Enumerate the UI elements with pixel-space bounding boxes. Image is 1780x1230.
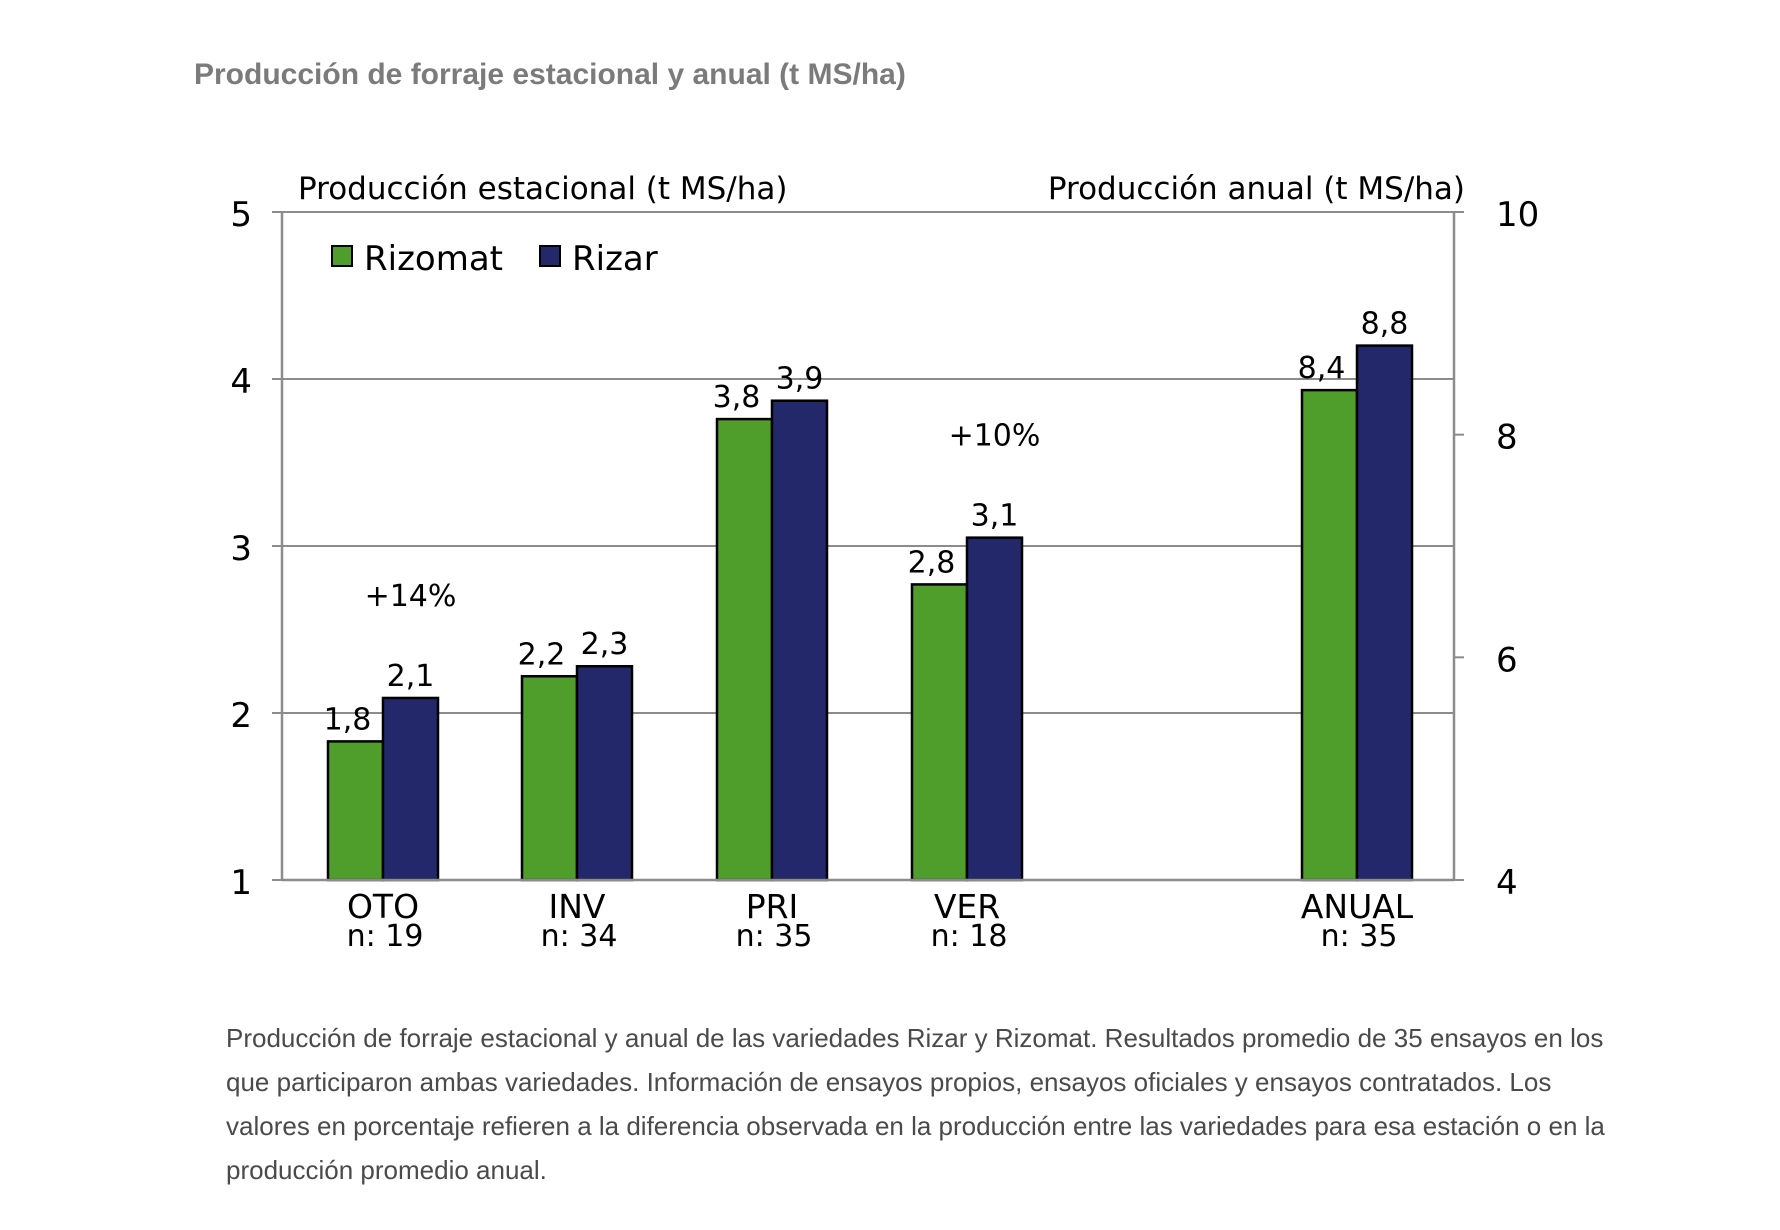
sample-size-oto: n: 19	[347, 919, 424, 954]
legend-label-rizar: Rizar	[572, 239, 658, 279]
legend-swatch-rizar	[539, 245, 561, 267]
bar-rizomat-inv	[520, 675, 579, 882]
bar-rizar-ver	[965, 536, 1024, 882]
legend: Rizomat Rizar	[331, 239, 658, 279]
y2-tick-label-6: 6	[1496, 640, 1518, 680]
y-tick-label-4: 4	[230, 362, 252, 402]
sample-size-anual: n: 35	[1321, 919, 1398, 954]
grid-layer	[282, 211, 1454, 881]
data-label-rizar-inv: 2,3	[581, 627, 629, 662]
y-tick-label-1: 1	[230, 863, 252, 903]
data-label-rizar-oto: 2,1	[387, 659, 435, 694]
sample-size-ver: n: 18	[931, 919, 1008, 954]
bar-rizar-oto	[381, 696, 440, 882]
data-label-rizar-pri: 3,9	[776, 362, 824, 397]
legend-label-rizomat: Rizomat	[364, 239, 503, 279]
y-axis-label: Producción estacional (t MS/ha)	[298, 171, 788, 207]
legend-swatch-rizomat	[331, 245, 353, 267]
y-tick-label-5: 5	[230, 195, 252, 235]
sample-size-pri: n: 35	[736, 919, 813, 954]
annotation-oto: +14%	[365, 579, 457, 614]
x-tick-label-oto: OTO	[347, 887, 419, 926]
sample-size-inv: n: 34	[541, 919, 618, 954]
bar-rizomat-ver	[910, 583, 969, 882]
chart-heading: Producción de forraje estacional y anual…	[194, 58, 906, 91]
bar-rizar-pri	[770, 399, 829, 882]
data-label-rizomat-ver: 2,8	[908, 545, 956, 580]
y2-axis-label: Producción anual (t MS/ha)	[1048, 171, 1465, 207]
x-tick-label-pri: PRI	[746, 887, 799, 926]
data-label-rizar-ver: 3,1	[971, 499, 1019, 534]
label-layer: 1 2 3 4 5 4 6 8 10 1,8 2,2 3,8 2,8 8,4 2,1 2,3 3,9 3,1 8,8…	[230, 195, 1539, 954]
bar-rizomat-oto	[326, 740, 385, 882]
data-label-rizomat-pri: 3,8	[713, 380, 761, 415]
bar-rizomat-anual	[1300, 388, 1359, 882]
bar-chart: 1 2 3 4 5 4 6 8 10 1,8 2,2 3,8 2,8 8,4 2,1 2,3 3,9 3,1 8,8…	[230, 171, 1539, 954]
bars-layer	[326, 344, 1414, 882]
y-tick-label-3: 3	[230, 529, 252, 569]
y2-tick-label-8: 8	[1496, 418, 1518, 458]
x-tick-label-anual: ANUAL	[1301, 887, 1414, 926]
x-tick-label-ver: VER	[934, 887, 1000, 926]
bar-rizomat-pri	[715, 417, 774, 882]
data-label-rizomat-inv: 2,2	[518, 637, 566, 672]
data-label-rizomat-anual: 8,4	[1298, 351, 1346, 386]
bar-rizar-inv	[575, 664, 634, 882]
data-label-rizar-anual: 8,8	[1361, 307, 1409, 342]
y2-tick-label-4: 4	[1496, 863, 1518, 903]
x-tick-label-inv: INV	[549, 887, 606, 926]
annotation-ver: +10%	[949, 419, 1041, 454]
y2-tick-label-10: 10	[1496, 195, 1539, 235]
y-tick-label-2: 2	[230, 696, 252, 736]
axis-layer	[272, 211, 1464, 882]
figure-caption: Producción de forraje estacional y anual…	[226, 1023, 1605, 1185]
bar-rizar-anual	[1355, 344, 1414, 882]
data-label-rizomat-oto: 1,8	[324, 702, 372, 737]
